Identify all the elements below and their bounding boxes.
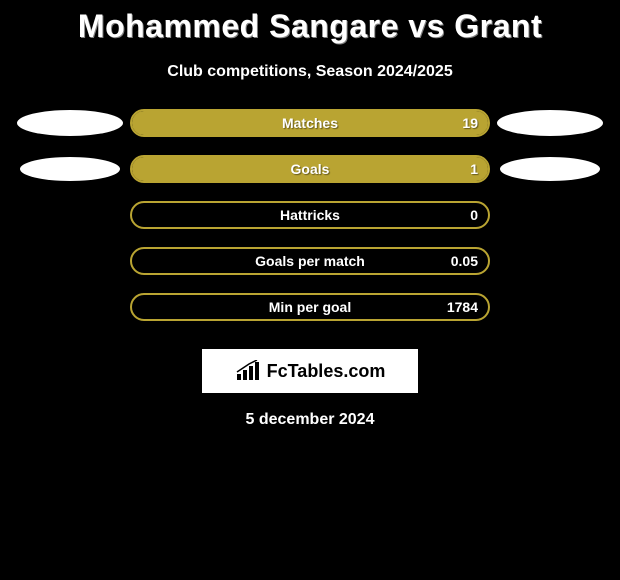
- stat-bar: Hattricks 0: [130, 201, 490, 229]
- stat-label: Min per goal: [269, 299, 351, 315]
- stat-value: 19: [462, 115, 478, 131]
- player-ellipse-right: [497, 110, 603, 136]
- player-ellipse-left: [20, 157, 120, 181]
- stat-row: Matches 19: [10, 109, 610, 137]
- player-ellipse-left: [17, 110, 123, 136]
- stat-value: 1: [470, 161, 478, 177]
- player-ellipse-right: [500, 157, 600, 181]
- stat-bar: Matches 19: [130, 109, 490, 137]
- stat-bar: Min per goal 1784: [130, 293, 490, 321]
- right-ellipse-slot: [490, 157, 610, 181]
- stat-label: Goals per match: [255, 253, 365, 269]
- stat-row: Min per goal 1784: [10, 293, 610, 321]
- bar-chart-icon: [235, 360, 261, 382]
- fctables-logo: FcTables.com: [202, 349, 418, 393]
- left-ellipse-slot: [10, 110, 130, 136]
- logo-text: FcTables.com: [267, 361, 386, 382]
- date-label: 5 december 2024: [0, 411, 620, 429]
- stat-label: Matches: [282, 115, 338, 131]
- stat-bar: Goals 1: [130, 155, 490, 183]
- stats-chart: Matches 19 Goals 1 Hattricks 0 Goals per match…: [0, 109, 620, 321]
- subtitle: Club competitions, Season 2024/2025: [0, 63, 620, 81]
- stat-value: 0.05: [451, 253, 478, 269]
- stat-label: Hattricks: [280, 207, 340, 223]
- left-ellipse-slot: [10, 157, 130, 181]
- stat-value: 0: [470, 207, 478, 223]
- stat-row: Goals per match 0.05: [10, 247, 610, 275]
- stat-row: Goals 1: [10, 155, 610, 183]
- stat-label: Goals: [291, 161, 330, 177]
- stat-row: Hattricks 0: [10, 201, 610, 229]
- page-title: Mohammed Sangare vs Grant: [0, 0, 620, 45]
- stat-value: 1784: [447, 299, 478, 315]
- right-ellipse-slot: [490, 110, 610, 136]
- stat-bar: Goals per match 0.05: [130, 247, 490, 275]
